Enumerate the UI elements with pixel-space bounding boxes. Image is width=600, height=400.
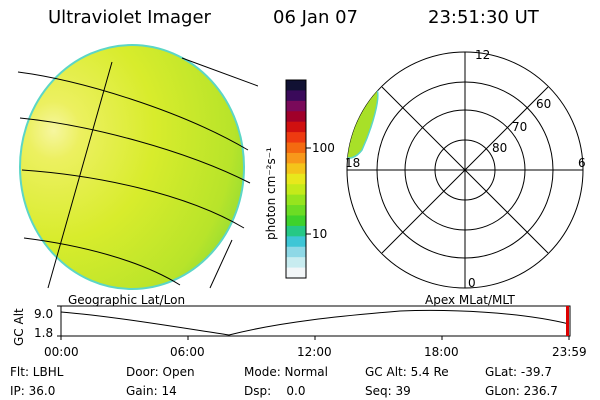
colorbar-band — [286, 205, 306, 217]
longitude-line — [47, 61, 113, 289]
latitude-line — [17, 71, 249, 151]
gain-status: Gain: 14 — [126, 384, 177, 398]
colorbar-band — [286, 173, 306, 185]
time-label: 23:51:30 UT — [428, 7, 539, 28]
colorbar-band — [286, 90, 306, 102]
geographic-image — [17, 44, 258, 290]
date-label: 06 Jan 07 — [273, 7, 358, 28]
time-tick-0600: 06:00 — [170, 345, 205, 359]
time-tick-1800: 18:00 — [424, 345, 459, 359]
gc-altitude-status: GC Alt: 5.4 Re — [365, 365, 449, 379]
altitude-ytick-top: 9.0 — [34, 307, 54, 321]
latitude-line — [181, 57, 258, 87]
colorbar-frame — [285, 79, 307, 279]
altitude-plot — [57, 305, 571, 340]
polar-plot — [346, 51, 584, 289]
colorbar-band — [286, 267, 306, 279]
colorbar-band — [286, 257, 306, 269]
altitude-ytick-bottom: 1.8 — [34, 326, 54, 340]
colorbar-unit-label: photon cm⁻²s⁻¹ — [264, 147, 278, 240]
colorbar-band — [286, 80, 306, 92]
sequence-status: Seq: 39 — [365, 384, 411, 398]
geographic-panel-label: Geographic Lat/Lon — [68, 293, 186, 307]
earth-disk — [19, 44, 245, 290]
door-status: Door: Open — [126, 365, 195, 379]
geographic-longitude-status: GLon: 236.7 — [485, 384, 558, 398]
mlat-label-80: 80 — [492, 141, 508, 155]
time-tick-0000: 00:00 — [44, 345, 79, 359]
auroral-oval-segment — [347, 86, 379, 159]
colorbar-band — [286, 225, 306, 237]
altitude-curve — [60, 309, 570, 336]
display-status: Dsp: 0.0 — [244, 384, 306, 398]
colorbar-band — [286, 132, 306, 144]
colorbar-band — [286, 184, 306, 196]
colorbar — [286, 80, 306, 279]
colorbar-band — [286, 246, 306, 258]
colorbar-band — [286, 142, 306, 154]
colorbar-band — [286, 111, 306, 123]
filter-status: Flt: LBHL — [10, 365, 64, 379]
altitude-ylabel: GC Alt — [12, 308, 26, 346]
colorbar-band — [286, 121, 306, 133]
current-time-marker — [566, 306, 569, 336]
colorbar-band — [286, 100, 306, 112]
time-tick-2359: 23:59 — [552, 345, 587, 359]
latitude-line — [19, 117, 251, 184]
time-tick-1200: 12:00 — [297, 345, 332, 359]
latitude-line — [21, 169, 245, 229]
colorbar-band — [286, 236, 306, 248]
mlt-label-0: 0 — [468, 276, 476, 290]
colorbar-band — [286, 194, 306, 206]
mlt-label-12: 12 — [475, 48, 491, 62]
mlat-label-60: 60 — [536, 97, 552, 111]
latitude-line — [23, 237, 181, 286]
colorbar-band — [286, 163, 306, 175]
mlat-label-70: 70 — [512, 120, 528, 134]
mode-status: Mode: Normal — [244, 365, 328, 379]
colorbar-band — [286, 152, 306, 164]
mlt-label-6: 6 — [578, 156, 586, 170]
ip-status: IP: 36.0 — [10, 384, 56, 398]
geographic-latitude-status: GLat: -39.7 — [485, 365, 552, 379]
colorbar-tick-100: 100 — [312, 141, 335, 155]
colorbar-tick-10: 10 — [312, 227, 328, 241]
colorbar-band — [286, 215, 306, 227]
apex-panel-label: Apex MLat/MLT — [425, 293, 515, 307]
instrument-title: Ultraviolet Imager — [48, 7, 211, 28]
mlt-label-18: 18 — [345, 156, 361, 170]
longitude-line — [209, 239, 233, 289]
